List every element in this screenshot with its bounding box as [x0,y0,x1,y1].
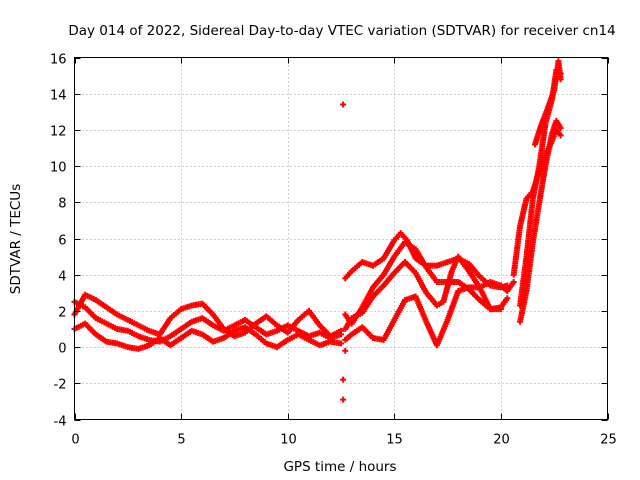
plot-frame [74,57,608,420]
axis-ticks: 0 5 10 15 20 25 -4 -2 0 2 4 6 8 10 12 14 16 [50,53,617,448]
series-track-2 [71,291,344,340]
data-point [340,396,347,403]
x-tick-label: 25 [600,433,617,448]
data-point [338,340,344,347]
data-point [340,101,347,108]
x-tick-label: 0 [71,433,79,448]
y-tick-label: 10 [50,161,67,176]
y-tick-label: 2 [58,306,66,321]
series-track-7 [342,239,504,327]
series-track-9 [517,117,564,325]
x-tick-label: 5 [177,433,185,448]
x-tick-label: 10 [280,433,297,448]
data-point [504,295,511,302]
x-tick-label: 15 [386,433,403,448]
y-tick-label: 12 [50,125,67,140]
x-tick-label: 20 [493,433,510,448]
grid-lines [74,57,608,420]
y-tick-label: 0 [58,342,66,357]
y-tick-label: -2 [54,378,67,393]
data-point [510,278,517,285]
data-point [338,327,344,334]
data-point [557,132,564,139]
data-point [557,76,564,83]
series-outliers [340,101,349,403]
x-axis-label: GPS time / hours [283,459,396,475]
series-track-11 [532,58,564,148]
y-tick-label: 6 [58,234,66,249]
y-tick-label: 14 [50,89,67,104]
data-point [342,347,349,354]
series-track-3 [71,320,344,352]
series-track-5 [342,253,517,332]
y-tick-label: 16 [50,53,67,68]
y-axis-label: SDTVAR / TECUs [8,184,24,294]
y-tick-label: 8 [58,197,66,212]
y-tick-label: 4 [58,270,66,285]
y-tick-label: -4 [54,415,67,430]
data-point [497,306,504,313]
data-point [340,376,347,383]
data-points [71,58,564,403]
data-point [557,125,564,132]
chart-title: Day 014 of 2022, Sidereal Day-to-day VTE… [68,23,615,39]
